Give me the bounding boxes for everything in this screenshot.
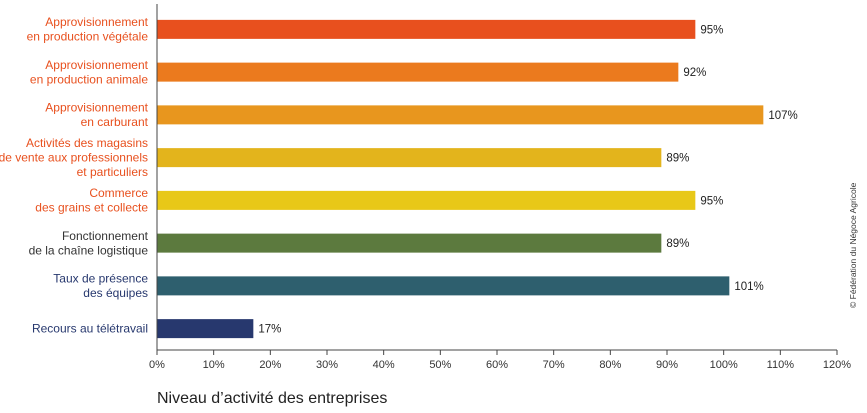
bar-4 (157, 190, 696, 210)
value-label-1: 92% (683, 67, 706, 79)
x-tick-label-10: 100% (710, 359, 738, 371)
bar-5 (157, 233, 662, 253)
category-label-2: Approvisionnement en carburant (45, 101, 148, 130)
value-label-2: 107% (768, 110, 797, 122)
category-label-0: Approvisionnement en production végétale (27, 15, 149, 44)
bar-3 (157, 148, 662, 168)
category-label-7-line-0: Recours au télétravail (32, 322, 148, 336)
category-label-6: Taux de présence des équipes (53, 272, 148, 301)
x-tick-label-11: 110% (767, 359, 795, 371)
bar-2 (157, 105, 764, 125)
category-label-3-line-0: Activités des magasins (26, 136, 148, 150)
category-label-4-line-0: Commerce (89, 186, 148, 200)
value-label-3: 89% (666, 153, 689, 165)
category-label-0-line-0: Approvisionnement (45, 15, 148, 29)
category-label-1-line-1: en production animale (30, 72, 148, 86)
category-label-5: Fonctionnement de la chaîne logistique (29, 229, 149, 258)
x-axis-title: Niveau d’activité des entreprises (157, 390, 388, 407)
x-tick-label-0: 0% (149, 359, 165, 371)
category-label-6-line-0: Taux de présence (53, 272, 148, 286)
x-tick-label-6: 60% (486, 359, 508, 371)
value-label-5: 89% (666, 238, 689, 250)
x-tick-label-3: 30% (316, 359, 338, 371)
category-label-1: Approvisionnement en production animale (30, 58, 149, 87)
category-label-4: Commerce des grains et collecte (35, 186, 148, 215)
category-label-5-line-0: Fonctionnement (62, 229, 149, 243)
x-tick-label-12: 120% (823, 359, 851, 371)
category-label-3-line-2: et particuliers (77, 165, 148, 179)
category-label-6-line-1: des équipes (83, 286, 148, 300)
category-label-2-line-1: en carburant (81, 115, 149, 129)
value-label-4: 95% (700, 195, 723, 207)
category-label-4-line-1: des grains et collecte (35, 201, 148, 215)
value-label-0: 95% (700, 24, 723, 36)
x-ticks-group: 0% 10% 20% 30% 40% 50% 60% 70% 80% 90% 100% 110% 120… (149, 350, 851, 371)
category-labels-group: Approvisionnement en production végétaleA… (0, 15, 149, 336)
category-label-3-line-1: de vente aux professionnels (0, 151, 148, 165)
x-tick-label-7: 70% (543, 359, 565, 371)
x-tick-label-2: 20% (259, 359, 281, 371)
bar-7 (157, 319, 254, 339)
category-label-3: Activités des magasins de vente aux profe… (0, 136, 148, 179)
x-tick-label-1: 10% (203, 359, 225, 371)
bar-1 (157, 62, 679, 82)
x-tick-label-8: 80% (599, 359, 621, 371)
value-labels-group: 95% 92% 107% 89% 95% 89% 101% 17% (258, 24, 797, 335)
x-tick-label-5: 50% (429, 359, 451, 371)
category-label-0-line-1: en production végétale (27, 30, 149, 44)
credit-text: © Fédération du Négoce Agricole (848, 182, 858, 308)
bars-group (157, 19, 764, 339)
category-label-5-line-1: de la chaîne logistique (29, 243, 149, 257)
bar-0 (157, 19, 696, 39)
category-label-7: Recours au télétravail (32, 322, 148, 336)
bar-6 (157, 276, 730, 296)
x-tick-label-4: 40% (373, 359, 395, 371)
category-label-2-line-0: Approvisionnement (45, 101, 148, 115)
category-label-1-line-0: Approvisionnement (45, 58, 148, 72)
x-tick-label-9: 90% (656, 359, 678, 371)
value-label-7: 17% (258, 324, 281, 336)
value-label-6: 101% (734, 281, 763, 293)
